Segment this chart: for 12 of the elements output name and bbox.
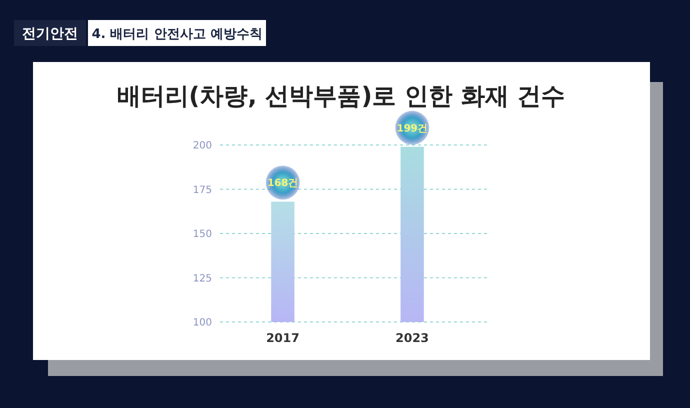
y-tick-label: 150 (192, 229, 212, 240)
data-label: 168건 (267, 178, 298, 190)
x-tick-label: 2023 (396, 331, 429, 345)
text: 전기안전 (22, 26, 78, 42)
text: 4. 배터리 안전사고 예방수칙 (92, 27, 262, 42)
y-tick-label: 125 (192, 273, 212, 284)
x-tick-label: 2017 (266, 331, 300, 345)
y-tick-label: 100 (192, 318, 212, 328)
data-label: 199건 (396, 123, 428, 134)
y-tick-label: 175 (192, 184, 212, 196)
chart-title: 배터리(차량, 선박부품)로 인한 화재 건수 (116, 82, 566, 110)
y-tick-label: 200 (192, 140, 212, 152)
